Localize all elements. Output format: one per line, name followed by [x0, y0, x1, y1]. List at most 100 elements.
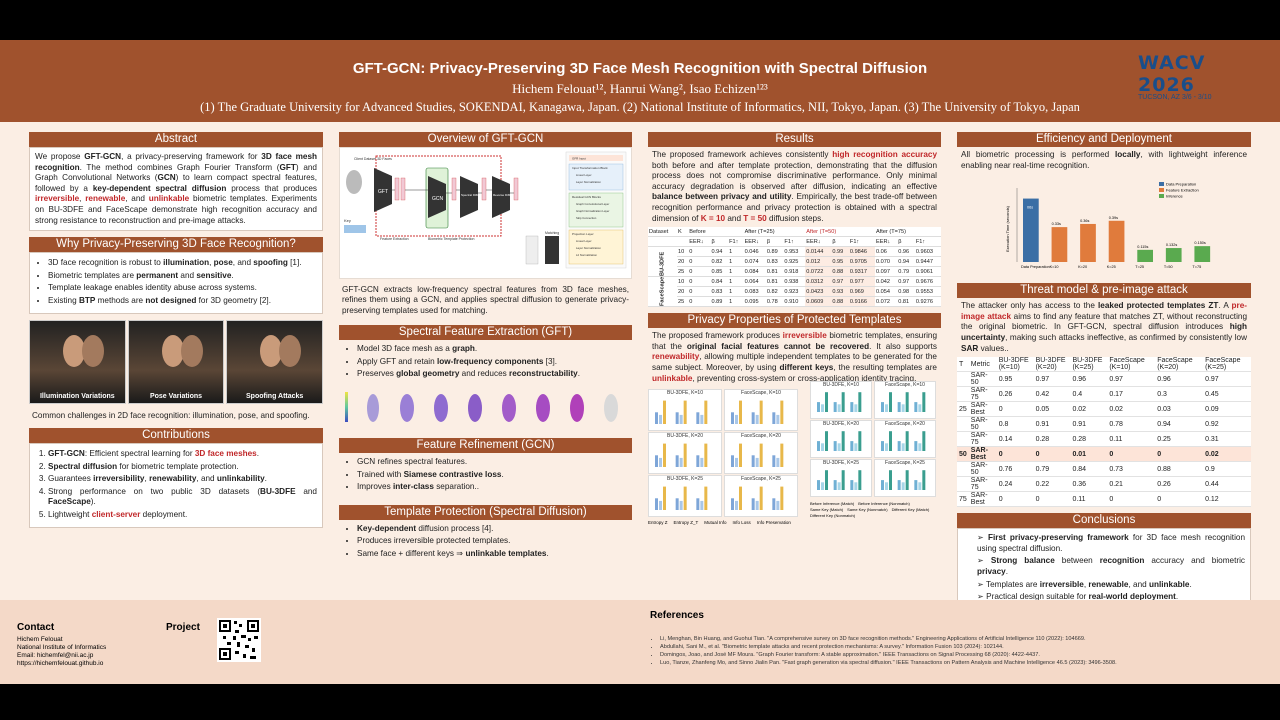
- table-cell: 0.96: [897, 246, 915, 258]
- table-cell: 0.94: [710, 246, 729, 258]
- table-cell: 0.02: [1107, 401, 1156, 418]
- legend-swatch: [1159, 182, 1164, 187]
- face-images-caption: Common challenges in 2D face recognition…: [32, 410, 310, 420]
- text: biometric templates. Experiments on BU-3…: [35, 194, 317, 225]
- privacy-section: Privacy Properties of Protected Template…: [648, 313, 941, 547]
- table-cell: 0.9166: [848, 296, 875, 308]
- mini-plot-bar: [655, 412, 658, 425]
- mini-plot-bar: [905, 470, 909, 491]
- mini-plot-bar: [833, 441, 837, 452]
- table-cell: 0.98: [897, 286, 915, 298]
- text: . The method combines Graph Fourier Tran…: [79, 162, 280, 172]
- mini-plot-bar: [755, 458, 759, 468]
- logo-text: WACV 2026: [1138, 52, 1206, 96]
- list-item: Improves inter-class separation..: [357, 482, 627, 493]
- mini-plot-bar: [885, 482, 888, 491]
- mini-plot-bar: [897, 441, 901, 452]
- table-cell: 0.81: [765, 276, 784, 288]
- mini-plot-bar: [731, 455, 734, 468]
- mini-plot-bar: [659, 501, 662, 511]
- text: key-dependent spectral diffusion: [92, 183, 227, 193]
- table-cell: 0.8: [996, 416, 1034, 433]
- image-caption: Pose Variations: [149, 392, 203, 400]
- list-item: Strong performance on two public 3D data…: [48, 487, 317, 508]
- table-cell: 0.94: [897, 256, 915, 268]
- mini-plot-bar: [897, 402, 901, 413]
- contact-email[interactable]: Email: hichemfel@nii.ac.jp: [17, 652, 94, 659]
- table-cell: 0.0609: [805, 296, 832, 308]
- table-header: After (T=75): [874, 227, 941, 238]
- mini-plot-bar: [914, 480, 918, 491]
- mini-plot-bar: [885, 443, 888, 452]
- table-cell: 0.95: [831, 256, 849, 268]
- reverse-diffusion-block: [492, 176, 510, 218]
- dataset-cell: FaceScape: [648, 276, 678, 307]
- efficiency-heading: Efficiency and Deployment: [957, 132, 1251, 147]
- table-row: 50 SAR-Best 0 0 0.01 0 0 0.02: [957, 446, 1251, 463]
- table-cell: 0.953: [783, 246, 806, 258]
- table-cell: 0.09: [1203, 401, 1251, 418]
- bar-inference: [1137, 250, 1153, 263]
- bar-value-label: 06s: [1027, 206, 1033, 210]
- mini-plot: BU-3DFE, K=10: [810, 381, 872, 420]
- svg-text:Layer Normalization: Layer Normalization: [576, 246, 601, 250]
- face-mesh-icon: [346, 170, 362, 194]
- table-cell: 0.9061: [914, 266, 941, 278]
- table-cell: 0.89: [710, 296, 729, 308]
- table-cell: 0.17: [1107, 386, 1156, 403]
- mini-plot-bar: [731, 412, 734, 425]
- mini-plot-bar: [683, 443, 687, 468]
- table-header: After (T=50): [805, 227, 875, 238]
- project-heading: Project: [166, 622, 200, 633]
- contact-name: Hichem Felouat: [17, 636, 63, 643]
- mini-plot-bar: [675, 455, 679, 468]
- contact-website[interactable]: https://hichemfelouat.github.io: [17, 660, 104, 667]
- table-header: BU-3DFE (K=20): [1033, 357, 1071, 373]
- mini-plot-bar: [881, 402, 884, 413]
- mini-plot-bar: [881, 441, 884, 452]
- mini-plot-bar: [739, 400, 742, 425]
- poster-header: GFT-GCN: Privacy-Preserving 3D Face Mesh…: [0, 40, 1280, 122]
- table-header-row: T Metric BU-3DFE (K=10) BU-3DFE (K=20) BU-3D…: [957, 357, 1251, 373]
- table-cell: 0.3: [1155, 386, 1204, 403]
- sar-table: T Metric BU-3DFE (K=10) BU-3DFE (K=20) BU-3D…: [957, 357, 1251, 508]
- face-variation-images: Illumination Variations Pose Variations …: [29, 319, 324, 404]
- list-item: Key-dependent diffusion process [4].: [357, 524, 627, 535]
- table-cell: 0.0722: [805, 266, 832, 278]
- bar-value-label: 0.150s: [1194, 241, 1206, 245]
- text: , a privacy-preserving framework for: [121, 152, 262, 161]
- table-cell: 0.12: [1203, 491, 1251, 508]
- table-row: 20 0 0.82 1 0.074 0.83 0.925 0.012 0.95 0.9705 0.0…: [648, 256, 941, 268]
- x-tick-label: T=75: [1192, 265, 1201, 269]
- svg-text:Linear Layer: Linear Layer: [576, 173, 592, 177]
- bar-value-label: 0.36s: [1080, 219, 1089, 223]
- table-cell: 0.95: [996, 371, 1034, 388]
- table-subheader-row: EER↓ β F1↑ EER↓ β F1↑ EER↓ β F1↑ EER↓ β F1↑: [648, 236, 941, 248]
- gcn-body: GCN refines spectral features. Trained w…: [339, 453, 632, 499]
- mini-plot-bar: [817, 402, 820, 413]
- project-qr-code[interactable]: [217, 618, 261, 662]
- mini-plot-bar: [850, 402, 854, 413]
- mini-plot-bar: [854, 482, 858, 491]
- mini-plot-bar: [696, 455, 700, 468]
- contributions-heading: Contributions: [29, 427, 323, 443]
- mini-plot-bar: [679, 415, 683, 425]
- mini-plot-bar: [914, 402, 918, 413]
- list-item: ➢ Strong balance between recognition acc…: [977, 556, 1245, 576]
- mini-plot-bar: [825, 431, 828, 452]
- mini-plot-bar: [918, 482, 922, 491]
- contributions-list: GFT-GCN: Efficient spectral learning for…: [35, 449, 317, 521]
- table-cell: SAR-Best: [968, 446, 997, 463]
- table-cell: 0.97: [1203, 371, 1251, 388]
- list-item: ➢ Practical design suitable for real-wor…: [977, 592, 1179, 602]
- bar-value-label: 0.33s: [1052, 222, 1061, 226]
- table-cell: 0.02: [1070, 401, 1108, 418]
- table-cell: 0.03: [1155, 401, 1204, 418]
- project-block: Project: [166, 622, 200, 633]
- tp-section: Template Protection (Spectral Diffusion)…: [339, 504, 632, 566]
- mini-plot-bar: [918, 404, 922, 413]
- mini-plot-bar: [905, 392, 909, 413]
- overview-heading: Overview of GFT-GCN: [339, 132, 632, 147]
- mini-plot: BU-3DFE, K=25: [648, 475, 722, 518]
- list-item: ➢ Templates are irreversible, renewable,…: [977, 579, 1192, 589]
